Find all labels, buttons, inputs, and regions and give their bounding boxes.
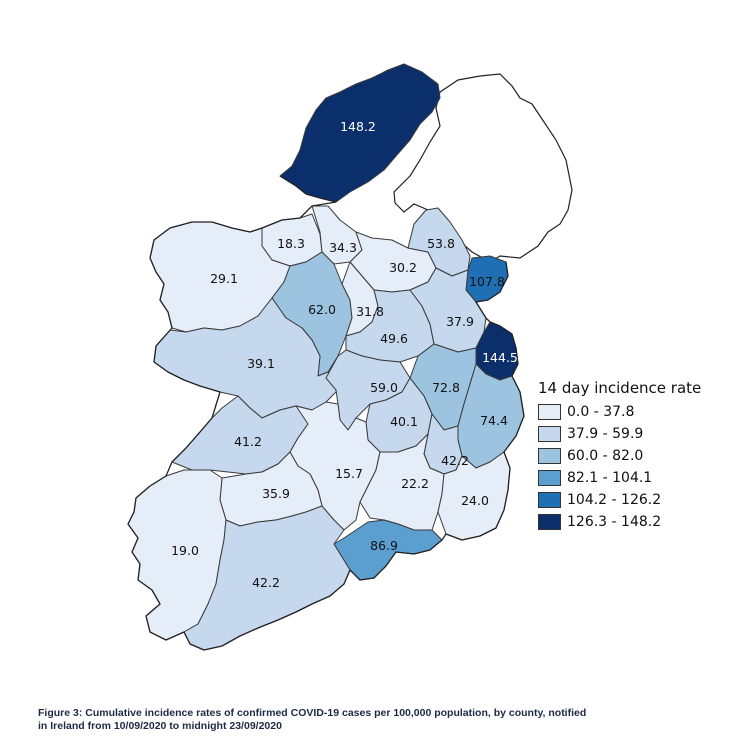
caption-line-1: Figure 3: Cumulative incidence rates of … (38, 707, 587, 719)
county-value-dublin: 144.5 (482, 350, 518, 365)
county-value-monaghan: 53.8 (427, 236, 455, 251)
legend-swatch (538, 448, 561, 464)
county-value-kilkenny: 22.2 (401, 476, 429, 491)
caption-line-2: in Ireland from 10/09/2020 to midnight 2… (38, 720, 282, 732)
legend-swatch (538, 426, 561, 442)
county-value-wexford: 24.0 (461, 493, 489, 508)
county-value-clare: 41.2 (234, 434, 262, 449)
county-value-tipperary: 15.7 (335, 466, 363, 481)
county-value-kildare: 72.8 (432, 380, 460, 395)
county-value-roscommon: 62.0 (308, 302, 336, 317)
legend-item: 60.0 - 82.0 (538, 445, 701, 467)
county-value-limerick: 35.9 (262, 486, 290, 501)
legend-item: 104.2 - 126.2 (538, 489, 701, 511)
county-value-laois: 40.1 (390, 414, 418, 429)
legend-label: 104.2 - 126.2 (567, 492, 662, 508)
legend-label: 60.0 - 82.0 (567, 448, 644, 464)
county-value-sligo: 18.3 (277, 236, 305, 251)
legend-item: 82.1 - 104.1 (538, 467, 701, 489)
county-kilkenny (359, 433, 445, 531)
county-value-galway: 39.1 (247, 356, 275, 371)
legend-item: 126.3 - 148.2 (538, 511, 701, 533)
county-value-louth: 107.8 (469, 274, 505, 289)
county-value-kerry: 19.0 (171, 543, 199, 558)
legend-swatch (538, 404, 561, 420)
county-value-wicklow: 74.4 (480, 413, 508, 428)
legend-title: 14 day incidence rate (538, 379, 702, 397)
county-value-cork: 42.2 (252, 575, 280, 590)
legend-swatch (538, 492, 561, 508)
county-value-mayo: 29.1 (210, 271, 238, 286)
county-monaghan (407, 207, 471, 277)
legend-swatch (538, 514, 561, 530)
legend-label: 37.9 - 59.9 (567, 426, 644, 442)
county-value-offaly: 59.0 (370, 380, 398, 395)
legend-item: 37.9 - 59.9 (538, 423, 701, 445)
county-value-leitrim: 34.3 (329, 240, 357, 255)
legend: 14 day incidence rate 0.0 - 37.8 37.9 - … (538, 379, 701, 533)
ireland-coastline (127, 175, 525, 651)
legend-label: 126.3 - 148.2 (567, 514, 662, 530)
county-value-westmeath: 49.6 (380, 331, 408, 346)
county-value-waterford: 86.9 (370, 538, 398, 553)
legend-label: 82.1 - 104.1 (567, 470, 653, 486)
county-value-meath: 37.9 (446, 314, 474, 329)
ireland-county-map: 148.2 18.3 34.3 30.2 53.8 107.8 29.1 62.0 31.8 49… (127, 63, 573, 651)
figure-caption: Figure 3: Cumulative incidence rates of … (38, 707, 718, 733)
county-value-donegal: 148.2 (340, 119, 376, 134)
legend-label: 0.0 - 37.8 (567, 404, 635, 420)
legend-swatch (538, 470, 561, 486)
legend-item: 0.0 - 37.8 (538, 401, 701, 423)
county-labels: 148.2 18.3 34.3 30.2 53.8 107.8 29.1 62.0 31.8 49… (171, 119, 518, 590)
county-value-cavan: 30.2 (389, 260, 417, 275)
county-value-longford: 31.8 (356, 304, 384, 319)
county-value-carlow: 42.2 (441, 453, 469, 468)
